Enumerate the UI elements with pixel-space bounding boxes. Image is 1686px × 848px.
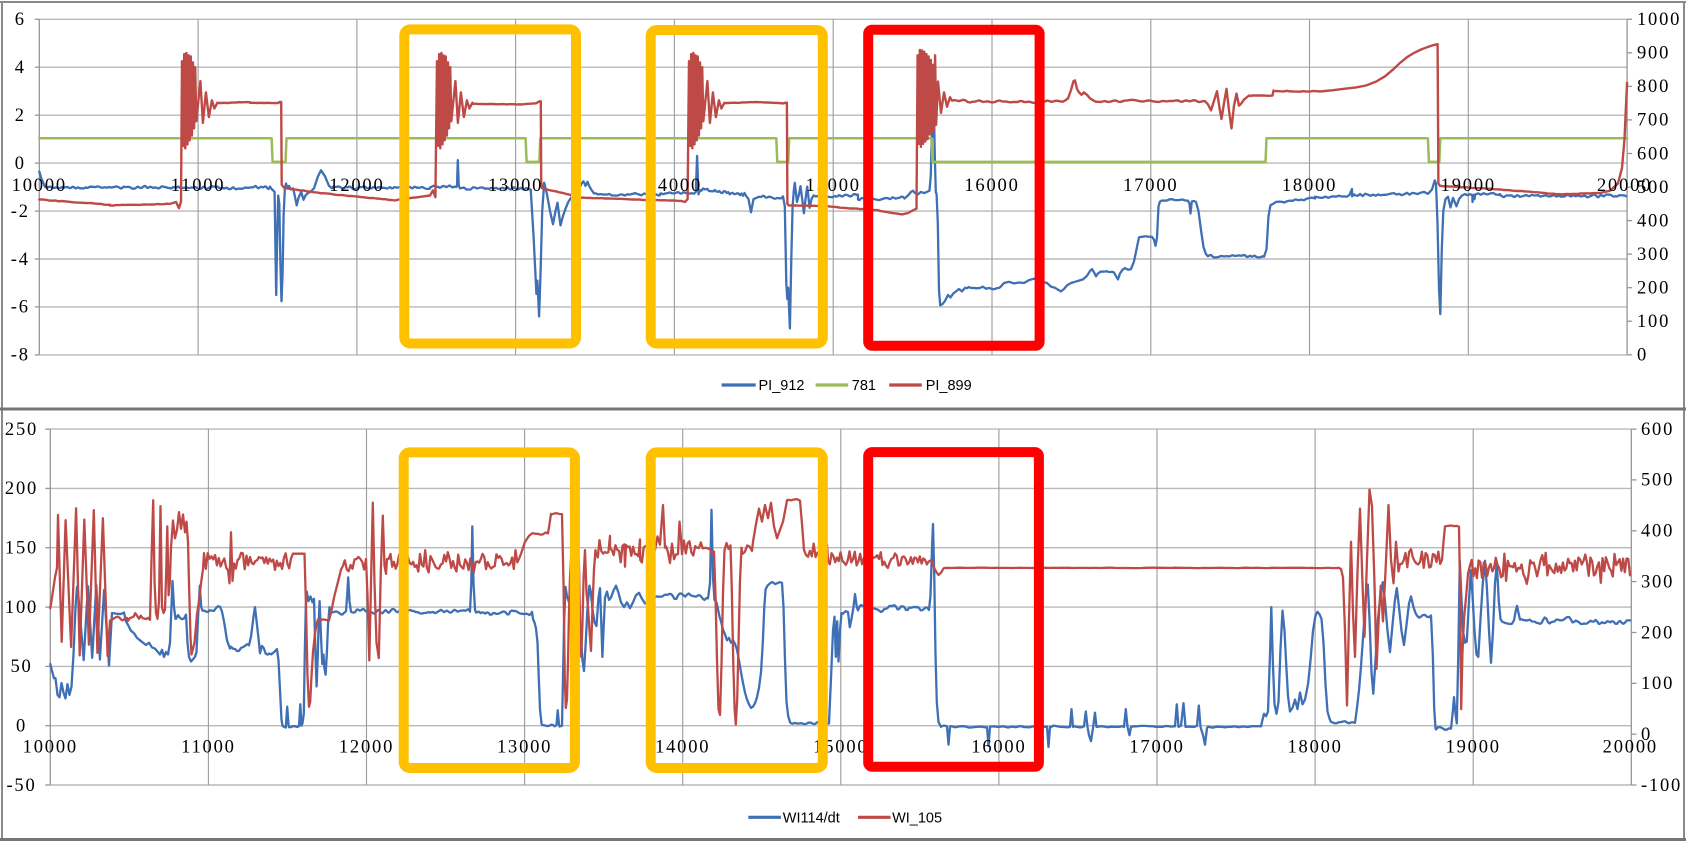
svg-text:19000: 19000 (1441, 176, 1496, 196)
svg-text:700: 700 (1637, 111, 1670, 131)
svg-text:14000: 14000 (647, 176, 702, 196)
svg-text:100: 100 (5, 598, 38, 618)
svg-text:200: 200 (5, 479, 38, 499)
svg-text:100: 100 (1641, 674, 1674, 694)
svg-text:17000: 17000 (1129, 738, 1184, 758)
svg-text:0: 0 (1641, 725, 1652, 745)
svg-text:100: 100 (1637, 312, 1670, 332)
svg-text:18000: 18000 (1282, 176, 1337, 196)
svg-text:200: 200 (1641, 623, 1674, 643)
svg-text:150: 150 (5, 539, 38, 559)
svg-text:11000: 11000 (181, 738, 236, 758)
svg-text:10000: 10000 (12, 176, 67, 196)
svg-text:50: 50 (10, 657, 32, 677)
svg-text:11000: 11000 (171, 176, 226, 196)
svg-text:12000: 12000 (339, 738, 394, 758)
svg-text:WI_105: WI_105 (892, 811, 942, 827)
svg-text:17000: 17000 (1123, 176, 1178, 196)
svg-text:15000: 15000 (806, 176, 861, 196)
svg-text:600: 600 (1641, 420, 1674, 440)
svg-text:781: 781 (852, 378, 876, 394)
svg-text:PI_912: PI_912 (759, 378, 805, 394)
svg-text:0: 0 (16, 717, 27, 737)
svg-text:900: 900 (1637, 44, 1670, 64)
svg-text:-50: -50 (6, 776, 36, 796)
svg-text:WI114/dt: WI114/dt (783, 811, 840, 827)
svg-text:18000: 18000 (1287, 738, 1342, 758)
svg-text:0: 0 (15, 154, 26, 174)
svg-text:-2: -2 (11, 202, 30, 222)
svg-text:300: 300 (1641, 572, 1674, 592)
svg-text:250: 250 (5, 420, 38, 440)
svg-text:16000: 16000 (971, 738, 1026, 758)
svg-text:4: 4 (15, 58, 26, 78)
svg-text:2: 2 (15, 106, 26, 126)
svg-text:1000: 1000 (1637, 10, 1681, 30)
svg-text:20000: 20000 (1597, 176, 1652, 196)
svg-text:500: 500 (1637, 178, 1670, 198)
svg-text:13000: 13000 (497, 738, 552, 758)
svg-text:400: 400 (1637, 211, 1670, 231)
svg-text:400: 400 (1641, 522, 1674, 542)
svg-text:13000: 13000 (488, 176, 543, 196)
svg-text:16000: 16000 (964, 176, 1019, 196)
svg-text:800: 800 (1637, 77, 1670, 97)
svg-text:PI_899: PI_899 (926, 378, 972, 394)
svg-text:200: 200 (1637, 279, 1670, 299)
svg-text:500: 500 (1641, 471, 1674, 491)
svg-text:-6: -6 (11, 298, 30, 318)
svg-text:-8: -8 (11, 346, 30, 366)
svg-text:10000: 10000 (23, 738, 78, 758)
svg-text:300: 300 (1637, 245, 1670, 265)
svg-text:20000: 20000 (1603, 738, 1658, 758)
svg-text:-4: -4 (11, 250, 30, 270)
svg-text:14000: 14000 (655, 738, 710, 758)
svg-text:12000: 12000 (329, 176, 384, 196)
svg-text:0: 0 (1637, 346, 1648, 366)
svg-text:6: 6 (15, 10, 26, 30)
svg-text:600: 600 (1637, 144, 1670, 164)
svg-text:-100: -100 (1641, 776, 1682, 796)
svg-text:19000: 19000 (1446, 738, 1501, 758)
